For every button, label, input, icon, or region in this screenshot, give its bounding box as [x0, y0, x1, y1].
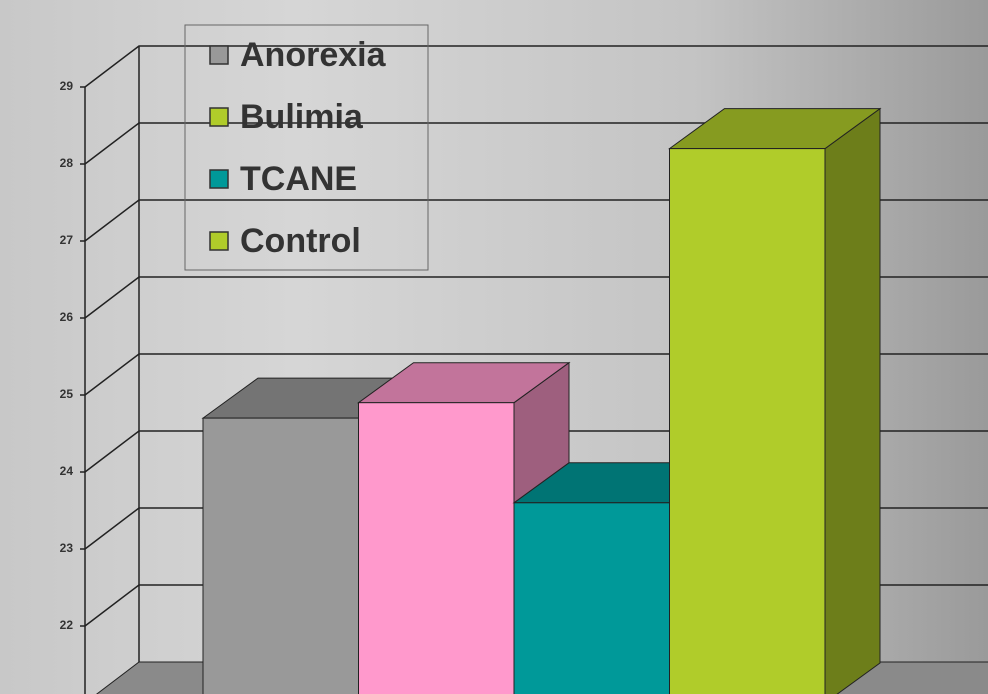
bar-side	[824, 107, 881, 694]
y-tick-label: 22	[60, 618, 74, 632]
y-tick-label: 24	[60, 464, 74, 478]
bar	[358, 402, 515, 694]
y-tick-label: 28	[60, 156, 74, 170]
legend: Anorexia Bulimia TCANE Control	[184, 24, 429, 271]
legend-label: Anorexia	[240, 36, 387, 74]
bar	[202, 417, 359, 694]
legend-swatch	[209, 169, 229, 189]
y-tick-label: 29	[60, 79, 74, 93]
bar	[513, 502, 670, 694]
y-tick-label: 27	[60, 233, 74, 247]
y-tick-label: 25	[60, 387, 74, 401]
y-tick-label: 23	[60, 541, 74, 555]
legend-swatch	[209, 45, 229, 65]
legend-label: Bulimia	[240, 98, 364, 136]
grid-line	[84, 45, 988, 88]
legend-swatch	[209, 231, 229, 251]
legend-label: Control	[240, 222, 361, 260]
legend-label: TCANE	[240, 160, 357, 198]
bar	[669, 148, 826, 694]
bars	[201, 107, 882, 694]
legend-box	[184, 24, 429, 271]
y-tick-label: 26	[60, 310, 74, 324]
legend-swatch	[209, 107, 229, 127]
